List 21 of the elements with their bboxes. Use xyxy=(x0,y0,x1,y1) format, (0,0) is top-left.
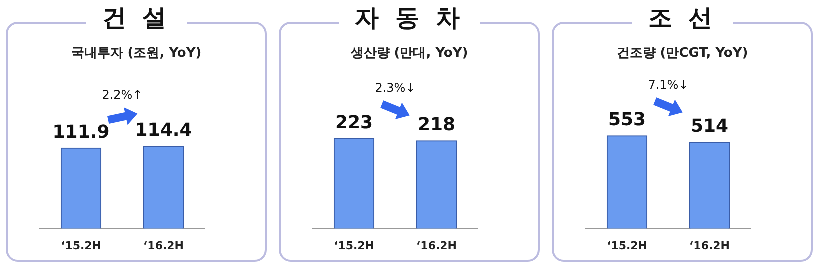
data-label: 514 xyxy=(690,116,729,138)
x-tick-label: ‘16.2H xyxy=(416,239,458,252)
data-label: 111.9 xyxy=(52,122,110,143)
chart-subtitle: 생산량 (만대, YoY) xyxy=(350,45,470,62)
chart-subtitle: 건조량 (만CGT, YoY) xyxy=(616,45,750,62)
data-label: 114.4 xyxy=(135,120,192,142)
chart-subtitle: 국내투자 (조원, YoY) xyxy=(70,45,203,62)
text: 2.2%↑ xyxy=(101,88,144,102)
x-tick-label: ‘15.2H xyxy=(334,239,375,252)
data-label: 223 xyxy=(335,112,374,134)
data-label: 218 xyxy=(418,114,456,136)
x-tick-label: ‘16.2H xyxy=(689,239,730,252)
data-label: 553 xyxy=(608,110,646,131)
text: 7.1%↓ xyxy=(647,78,690,92)
x-tick-label: ‘16.2H xyxy=(143,239,184,252)
chart-title: 건 설 xyxy=(86,4,187,32)
x-tick-label: ‘15.2H xyxy=(606,239,648,252)
text: 2.3%↓ xyxy=(374,80,417,95)
x-tick-label: ‘15.2H xyxy=(60,239,102,252)
chart-title: 자 동 차 xyxy=(339,4,480,32)
chart-title: 조 선 xyxy=(632,4,733,32)
